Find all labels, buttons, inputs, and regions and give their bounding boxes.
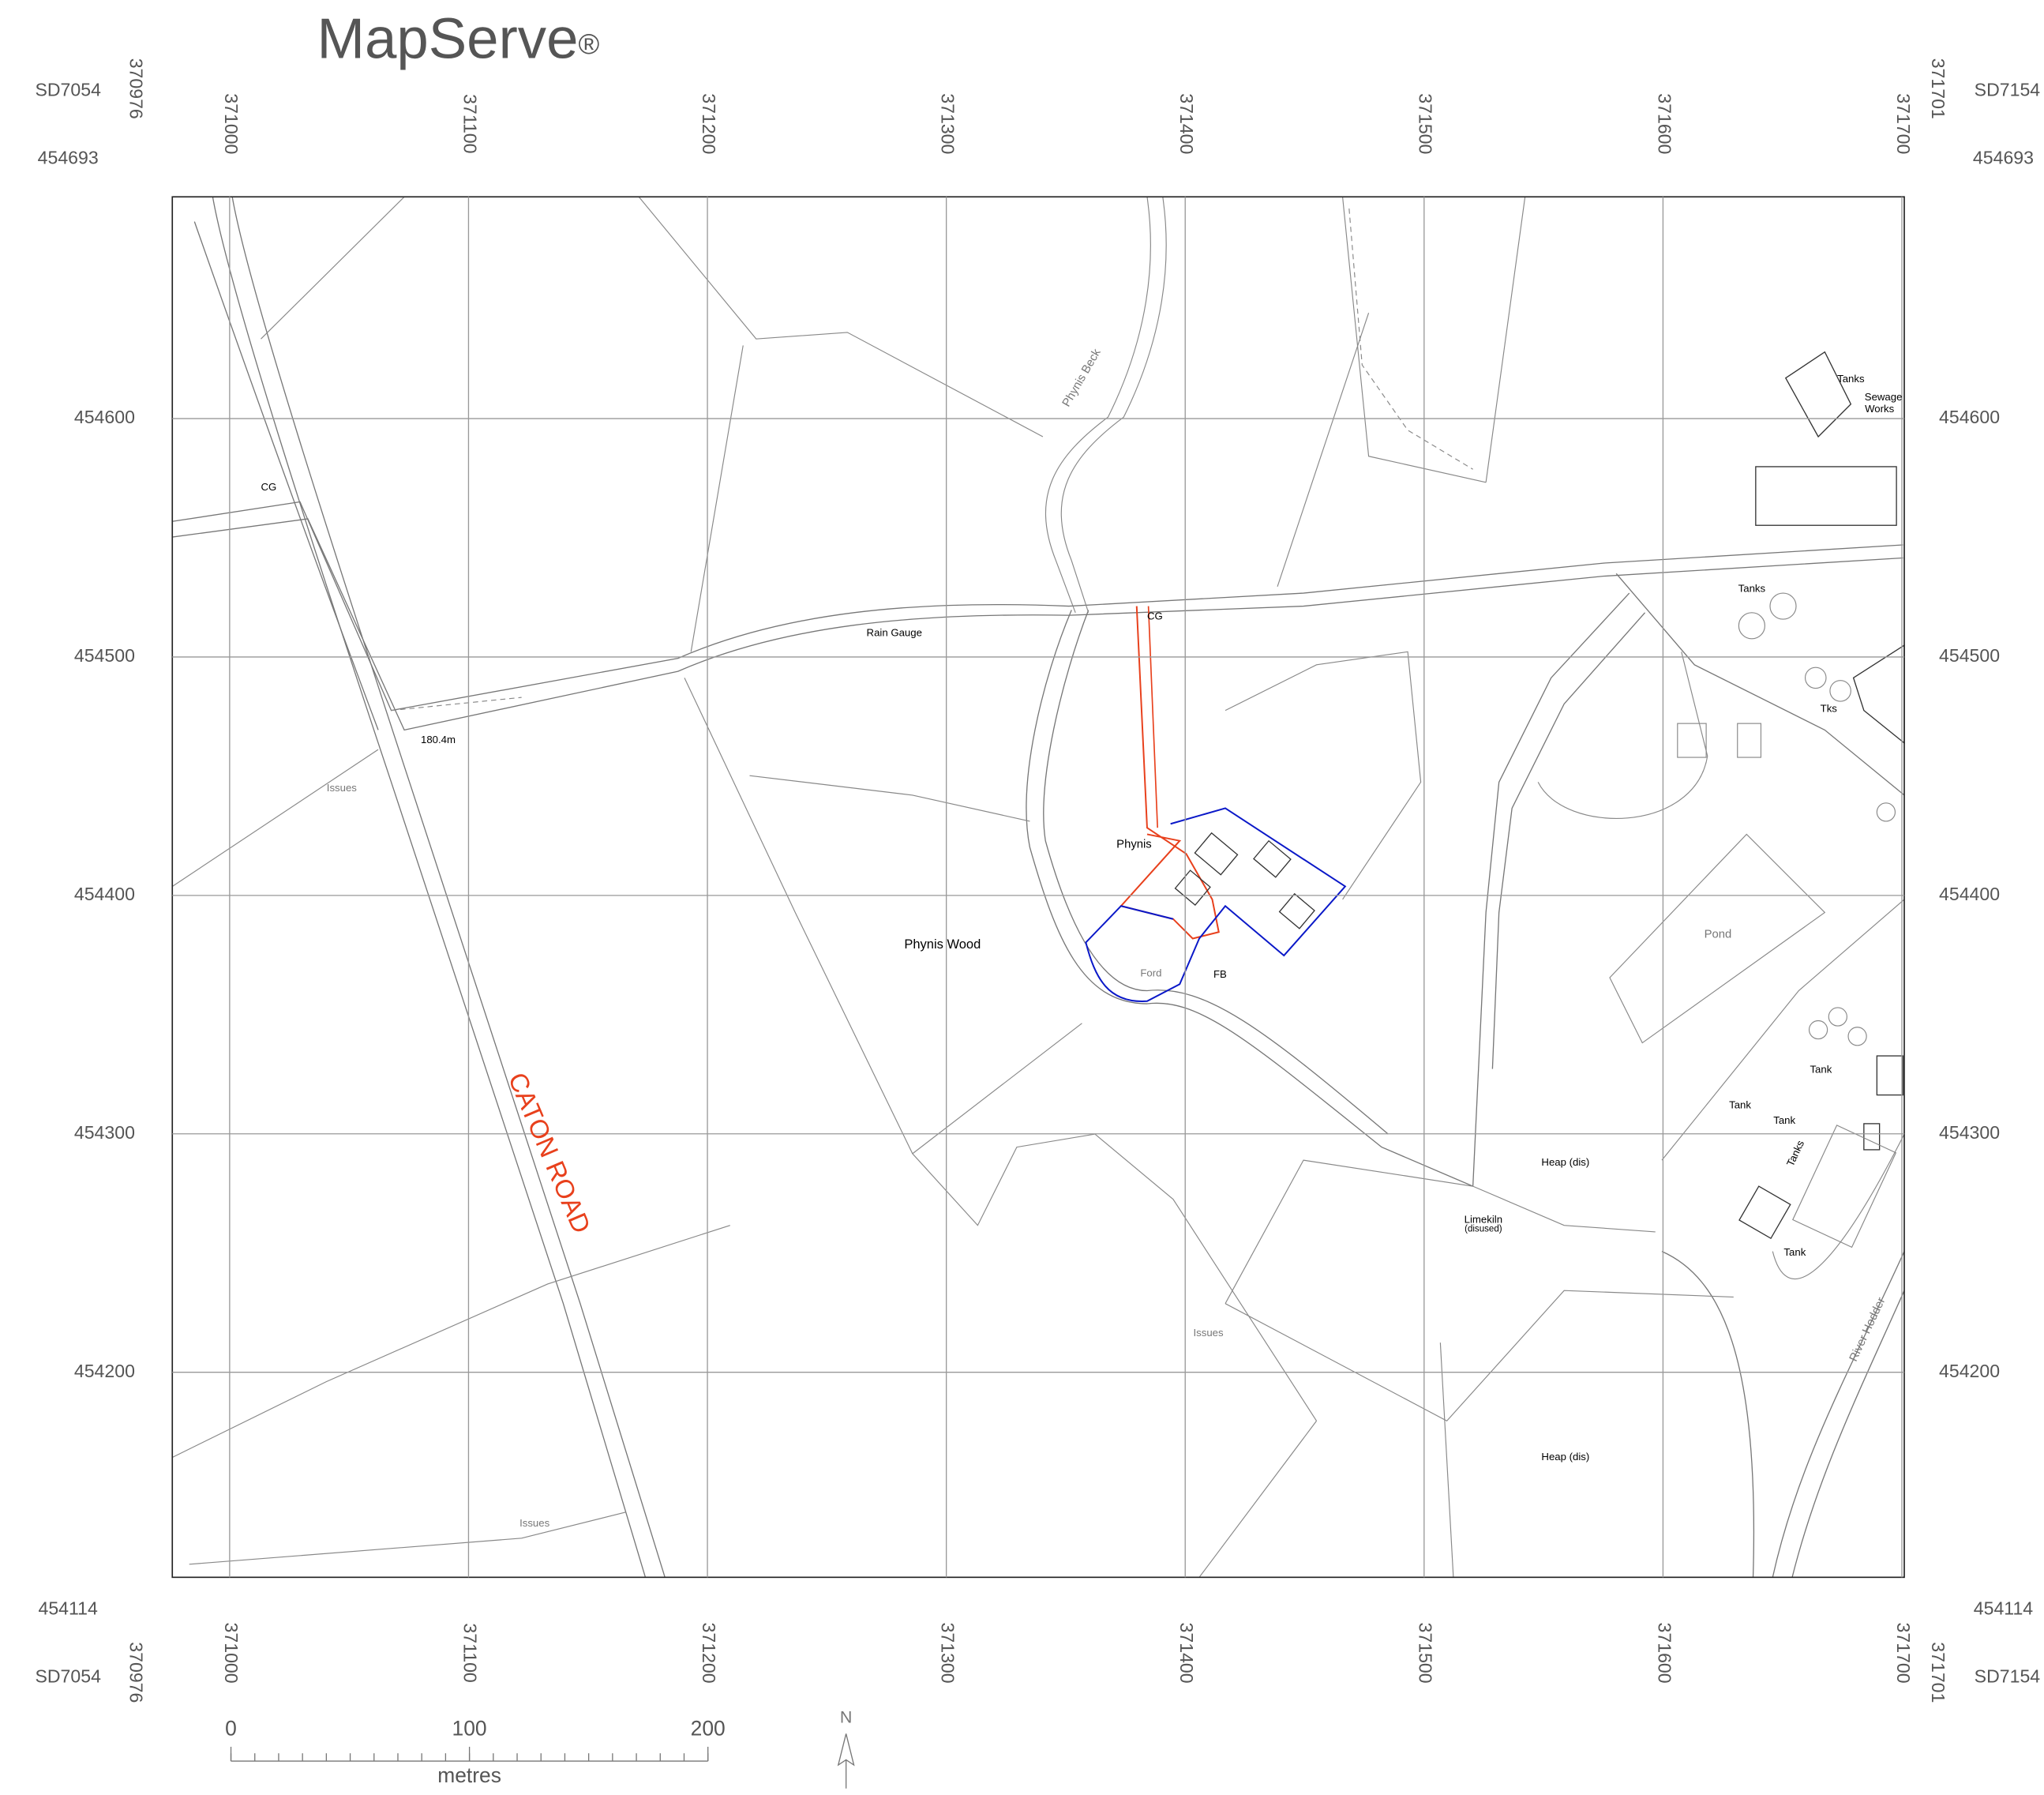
easting-label: 371701 (1928, 1642, 1948, 1703)
northing-label: 454693 (38, 147, 99, 167)
northing-label: 454600 (1939, 407, 2000, 427)
easting-label: 370976 (126, 58, 146, 119)
easting-label: 371500 (1416, 93, 1436, 154)
map-label: Issues (327, 782, 358, 794)
map-label: FB (1213, 968, 1227, 980)
northing-label: 454400 (74, 884, 135, 904)
easting-label: 371701 (1928, 58, 1948, 119)
map-label: Sewage (1865, 391, 1903, 403)
easting-label: 370976 (126, 1642, 146, 1703)
northing-label: 454500 (74, 645, 135, 666)
north-arrow: N (837, 1707, 855, 1789)
northing-label: 454693 (1973, 147, 2034, 167)
map-label: CG (261, 481, 277, 493)
map-label: River Hodder (1847, 1296, 1888, 1364)
map-features (171, 196, 1905, 1578)
scale-label: 100 (452, 1716, 487, 1740)
map-label: Heap (dis) (1541, 1451, 1589, 1463)
map-label: Issues (1193, 1327, 1224, 1339)
map-label: Tks (1821, 702, 1838, 714)
easting-label: 371000 (221, 93, 242, 154)
map-label: Tanks (1837, 373, 1865, 385)
easting-label: 371700 (1893, 93, 1914, 154)
map-label: Phynis (1116, 839, 1152, 851)
easting-label: 371600 (1654, 1623, 1675, 1684)
scale-label: 0 (225, 1716, 237, 1740)
easting-label: 371300 (938, 1623, 958, 1684)
sheet-label: SD7054 (35, 1666, 101, 1687)
northing-label: 454114 (1974, 1598, 2034, 1619)
northing-label: 454500 (1939, 645, 2000, 666)
map-label: CG (1147, 610, 1163, 621)
map-label: Tanks (1784, 1138, 1806, 1168)
map-label: Pond (1705, 928, 1732, 941)
northing-label: 454300 (1939, 1122, 2000, 1143)
scale-label: 200 (691, 1716, 726, 1740)
map-label: 180.4m (421, 734, 456, 745)
map-label: Tanks (1738, 583, 1766, 595)
map-label: (disused) (1465, 1225, 1502, 1234)
northing-label: 454300 (74, 1122, 135, 1143)
easting-label: 371700 (1893, 1623, 1914, 1684)
easting-label: 371200 (699, 93, 719, 154)
map-label: Issues (519, 1517, 550, 1529)
map-label: Works (1865, 403, 1895, 415)
easting-label: 371100 (459, 1623, 480, 1682)
sheet-label: SD7054 (35, 80, 101, 100)
map-label: Tank (1783, 1246, 1806, 1258)
sheet-label: SD7154 (1975, 1666, 2041, 1687)
map-label: Ford (1140, 967, 1161, 979)
northing-label: 454600 (74, 407, 135, 427)
easting-label: 371400 (1176, 93, 1197, 154)
easting-label: 371100 (459, 94, 480, 153)
map-label: Limekiln (1465, 1214, 1502, 1226)
northing-label: 454200 (74, 1361, 135, 1381)
northing-label: 454200 (1939, 1361, 2000, 1381)
map-label: Heap (dis) (1541, 1156, 1589, 1168)
north-label: N (840, 1707, 852, 1726)
map-label: Phynis Wood (904, 937, 981, 952)
scale-unit: metres (437, 1763, 501, 1787)
northing-label: 454114 (39, 1598, 99, 1619)
northing-label: 454400 (1939, 884, 2000, 904)
map-frame (171, 196, 1905, 1579)
map-label: Rain Gauge (867, 627, 922, 639)
easting-label: 371200 (699, 1623, 719, 1684)
map-label: Tank (1729, 1098, 1751, 1110)
easting-label: 371600 (1654, 93, 1675, 154)
title: MapServe® (317, 7, 599, 71)
scale-bar: 0 100 200 metres (225, 1716, 726, 1786)
sheet-label: SD7154 (1975, 80, 2041, 100)
map-label: Phynis Beck (1060, 347, 1104, 409)
map-label: Tank (1773, 1114, 1795, 1126)
map-label: Tank (1810, 1064, 1832, 1076)
easting-label: 371400 (1176, 1623, 1197, 1684)
easting-label: 371300 (938, 93, 958, 154)
easting-label: 371500 (1416, 1623, 1436, 1684)
easting-label: 371000 (221, 1623, 242, 1684)
map-label: CATON ROAD (503, 1068, 597, 1237)
